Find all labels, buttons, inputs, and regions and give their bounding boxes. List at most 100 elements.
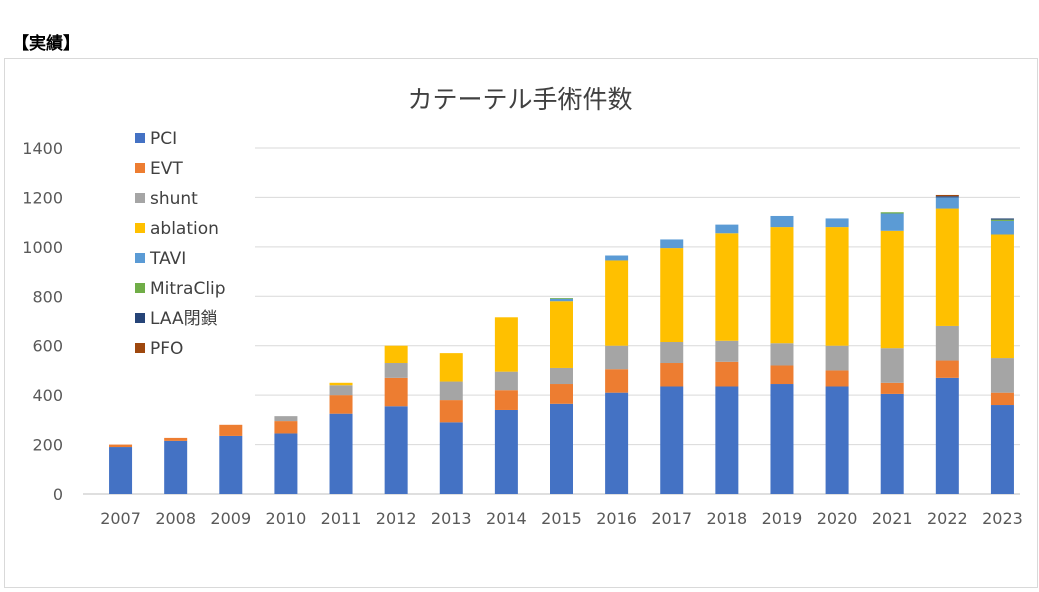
bar-PCI-2020 (825, 386, 849, 494)
y-tick-label: 200 (32, 436, 63, 455)
bar-MitraClip-2023 (990, 219, 1014, 221)
x-tick-label: 2010 (266, 509, 307, 528)
bar-EVT-2023 (990, 392, 1014, 406)
y-tick-label: 800 (32, 287, 63, 306)
x-axis-ticks: 2007 2008 2009 2010 2011 2012 2013 2014 2015 2016… (100, 509, 1023, 528)
bar-shunt-2011 (329, 385, 353, 396)
bar-PCI-2023 (990, 405, 1014, 494)
bar-TAVI-2018 (715, 224, 739, 234)
x-tick-label: 2015 (541, 509, 582, 528)
x-tick-label: 2016 (596, 509, 637, 528)
legend-label: ablation (150, 219, 219, 239)
x-tick-label: 2019 (762, 509, 803, 528)
bar-PCI-2009 (219, 435, 243, 494)
bar-TAVI-2016 (605, 255, 629, 261)
bar-shunt-2016 (605, 345, 629, 370)
bar-ablation-2023 (990, 234, 1014, 359)
bar-EVT-2008 (164, 437, 188, 441)
bar-TAVI-2015 (550, 298, 573, 302)
legend-label: MitraClip (150, 279, 226, 299)
bar-EVT-2021 (880, 382, 904, 394)
bar-PFO-2022 (935, 194, 959, 197)
bar-EVT-2022 (935, 360, 959, 378)
x-tick-label: 2017 (651, 509, 692, 528)
legend: PCI EVT shunt ablation TAVI MitraClip LAA閉鎖 PFO (135, 129, 226, 359)
bar-PCI-2015 (550, 403, 573, 494)
legend-swatch (135, 283, 145, 293)
bar-ablation-2013 (439, 353, 463, 382)
bar-MitraClip-2015 (550, 298, 573, 299)
bar-PCI-2019 (770, 384, 794, 494)
legend-swatch (135, 223, 145, 233)
x-tick-label: 2007 (100, 509, 141, 528)
x-tick-label: 2013 (431, 509, 472, 528)
bar-TAVI-2019 (770, 215, 794, 228)
y-tick-label: 1400 (22, 139, 63, 158)
bars (109, 194, 1014, 494)
bar-ablation-2022 (935, 208, 959, 326)
bar-EVT-2013 (439, 400, 463, 423)
x-tick-label: 2012 (376, 509, 417, 528)
x-tick-label: 2008 (155, 509, 196, 528)
bar-shunt-2012 (384, 363, 408, 378)
bar-PCI-2016 (605, 392, 629, 494)
x-tick-label: 2020 (817, 509, 858, 528)
bar-PCI-2013 (439, 422, 463, 494)
bar-shunt-2010 (274, 416, 298, 422)
bar-PCI-2008 (164, 440, 188, 494)
chart-title: カテーテル手術件数 (407, 85, 632, 114)
bar-EVT-2019 (770, 365, 794, 385)
bar-PCI-2014 (494, 409, 518, 494)
x-tick-label: 2009 (210, 509, 251, 528)
legend-label: LAA閉鎖 (150, 309, 218, 329)
legend-label: PFO (150, 339, 183, 359)
x-tick-label: 2023 (982, 509, 1023, 528)
bar-EVT-2007 (109, 444, 133, 448)
bar-shunt-2022 (935, 325, 959, 361)
bar-PCI-2012 (384, 406, 408, 494)
bar-EVT-2009 (219, 424, 243, 436)
bar-ablation-2021 (880, 230, 904, 349)
bar-shunt-2021 (880, 348, 904, 383)
bar-TAVI-2017 (660, 239, 684, 249)
legend-label: EVT (150, 159, 183, 179)
x-tick-label: 2011 (321, 509, 362, 528)
bar-PCI-2010 (274, 433, 298, 494)
bar-shunt-2023 (990, 358, 1014, 393)
bar-PCI-2018 (715, 386, 739, 494)
bar-EVT-2016 (605, 369, 629, 393)
legend-swatch (135, 343, 145, 353)
bar-EVT-2015 (550, 384, 573, 404)
bar-shunt-2015 (550, 367, 573, 385)
legend-swatch (135, 253, 145, 263)
page-heading: 【実績】 (12, 34, 80, 54)
chart-frame (4, 58, 1038, 588)
bar-ablation-2015 (550, 301, 573, 368)
legend-swatch (135, 313, 145, 323)
y-tick-label: 1200 (22, 188, 63, 207)
bar-ablation-2017 (660, 248, 684, 343)
bar-EVT-2014 (494, 390, 518, 410)
legend-label: shunt (150, 189, 198, 209)
bar-shunt-2020 (825, 345, 849, 371)
bar-TAVI-2022 (935, 197, 959, 209)
bar-LAA閉鎖-2023 (990, 218, 1014, 220)
bar-EVT-2010 (274, 421, 298, 434)
bar-ablation-2012 (384, 345, 408, 364)
bar-PCI-2022 (935, 377, 959, 494)
bar-EVT-2011 (329, 395, 353, 414)
x-tick-label: 2018 (706, 509, 747, 528)
y-tick-label: 600 (32, 337, 63, 356)
legend-swatch (135, 133, 145, 143)
bar-EVT-2020 (825, 370, 849, 387)
legend-label: TAVI (149, 249, 186, 269)
legend-swatch (135, 193, 145, 203)
legend-label: PCI (150, 129, 177, 149)
bar-PCI-2021 (880, 393, 904, 494)
bar-shunt-2019 (770, 343, 794, 366)
bar-EVT-2018 (715, 361, 739, 387)
bar-TAVI-2023 (990, 220, 1014, 235)
y-tick-label: 1000 (22, 238, 63, 257)
bar-LAA閉鎖-2022 (935, 196, 959, 198)
